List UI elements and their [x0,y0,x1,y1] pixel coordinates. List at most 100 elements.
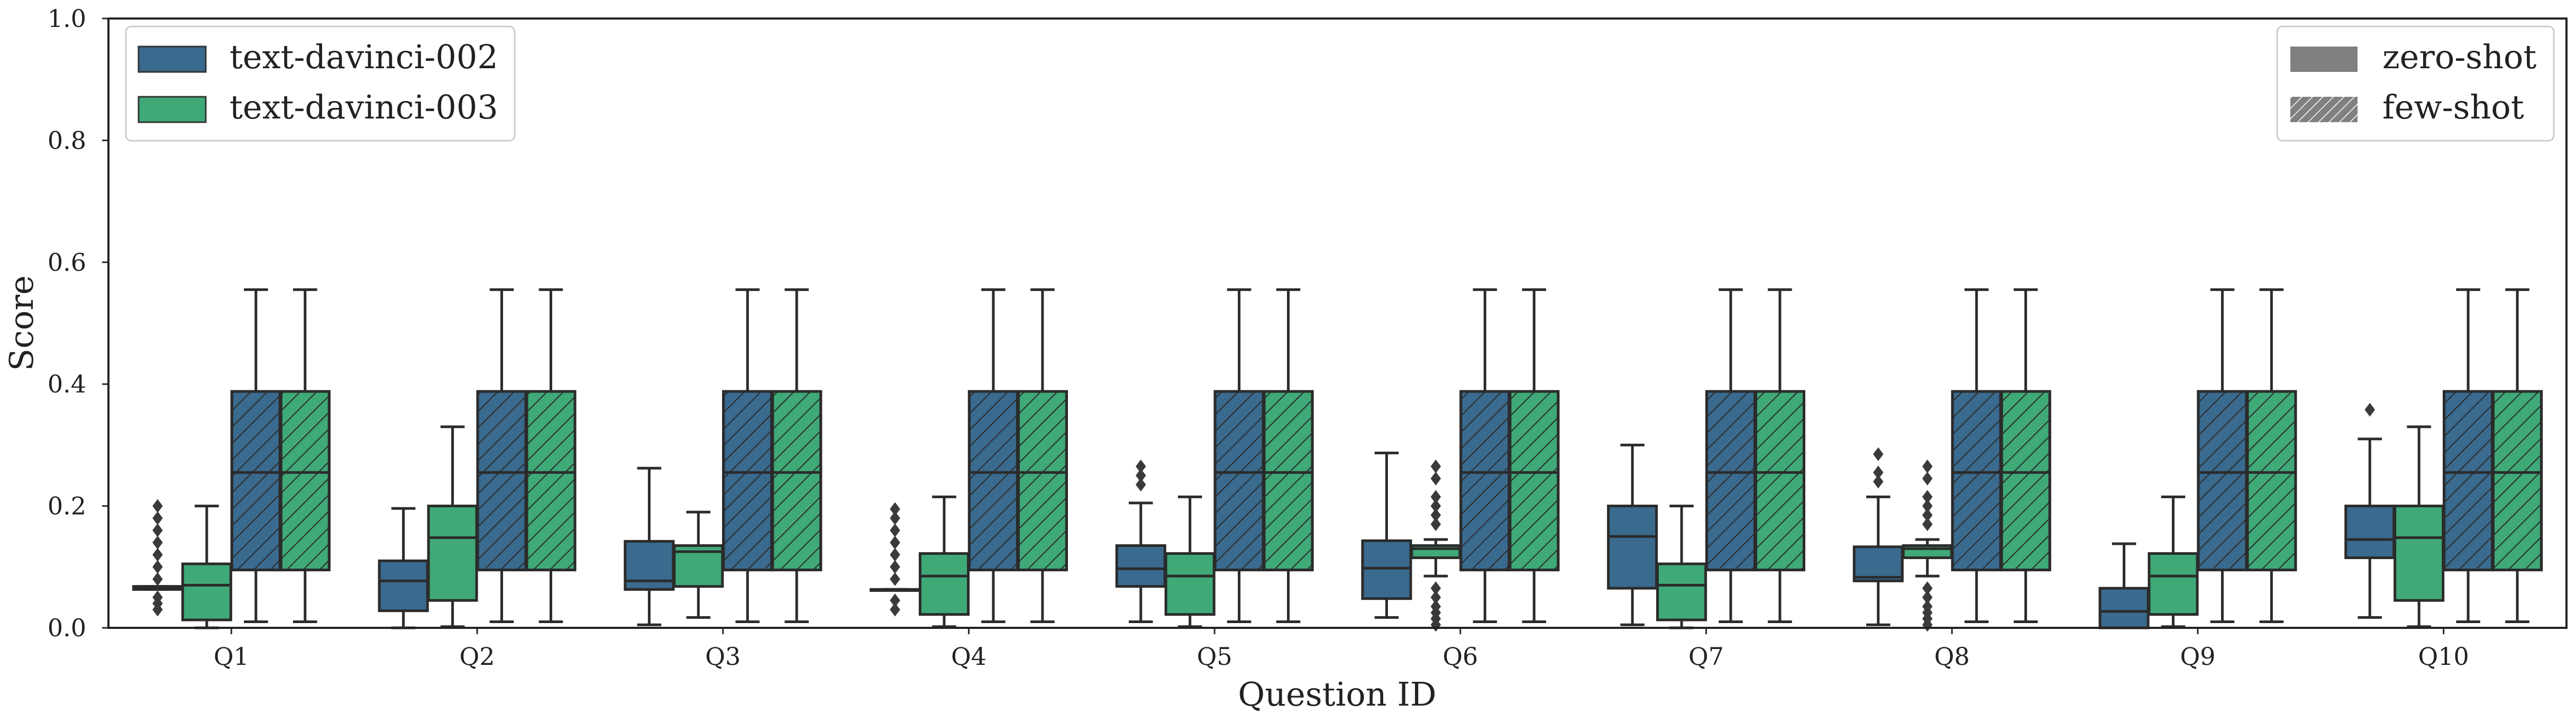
box-hatch-text-davinci-002-few-shot [476,390,527,572]
model-legend: text-davinci-002 text-davinci-003 [125,25,516,142]
outlier-text-davinci-002-zero-shot [1135,478,1146,492]
x-tick-label: Q8 [1934,642,1970,671]
outlier-text-davinci-002-zero-shot [890,523,900,537]
box-hatch-text-davinci-002-few-shot [722,390,773,572]
box-text-davinci-002-zero-shot [378,559,429,613]
outlier-text-davinci-003-zero-shot [1922,508,1933,522]
plot-frame [107,17,2568,629]
box-hatch-text-davinci-003-few-shot [1263,390,1314,572]
box-hatch-text-davinci-003-few-shot [279,390,331,572]
outlier-text-davinci-002-zero-shot [890,535,900,550]
box-group-q9 [2098,288,2297,629]
outlier-text-davinci-002-zero-shot [2364,403,2375,417]
outlier-text-davinci-002-zero-shot [152,511,163,525]
setting-legend: zero-shot few-shot [2276,25,2555,142]
box-text-davinci-002-zero-shot [1115,544,1166,588]
box-text-davinci-003-zero-shot [918,552,970,616]
outlier-text-davinci-003-zero-shot [1430,490,1441,504]
box-text-davinci-003-zero-shot [427,505,478,602]
box-text-davinci-002-zero-shot [1852,545,1904,582]
x-tick-label: Q6 [1442,642,1478,671]
y-tick-label: 0.8 [48,126,86,154]
box-hatch-text-davinci-002-few-shot [230,390,281,572]
box-hatch-text-davinci-002-few-shot [2197,390,2248,572]
outlier-text-davinci-003-zero-shot [1430,499,1441,513]
box-group-q1 [132,288,331,629]
box-text-davinci-003-zero-shot [1164,552,1216,616]
outlier-text-davinci-003-zero-shot [1922,471,1933,486]
box-hatch-text-davinci-003-few-shot [1017,390,1068,572]
legend-label-text-davinci-003: text-davinci-003 [230,88,498,126]
outlier-text-davinci-002-zero-shot [890,502,900,516]
box-hatch-text-davinci-002-few-shot [1951,390,2002,572]
box-group-q4 [869,288,1068,628]
box-hatch-text-davinci-002-few-shot [1705,390,1757,572]
box-hatch-text-davinci-003-few-shot [1509,390,1560,572]
y-axis: 0.0 0.2 0.4 0.6 0.8 1.0 [48,4,108,642]
legend-swatch-zero-shot [2290,47,2358,72]
y-axis-label: Score [2,276,41,371]
legend-swatch-few-shot-hatch [2290,97,2358,122]
box-group-q8 [1852,288,2051,632]
outlier-text-davinci-003-zero-shot [1430,599,1441,614]
outlier-text-davinci-003-zero-shot [1430,508,1441,522]
outlier-text-davinci-003-zero-shot [1922,499,1933,513]
box-hatch-text-davinci-003-few-shot [2492,390,2543,572]
box-text-davinci-003-zero-shot [2394,505,2445,602]
y-tick-label: 0.0 [48,614,86,642]
box-hatch-text-davinci-002-few-shot [2443,390,2494,572]
outlier-text-davinci-002-zero-shot [1873,447,1884,461]
x-axis-label: Question ID [1238,675,1436,714]
x-tick-label: Q1 [214,642,249,671]
outlier-text-davinci-002-zero-shot [152,560,163,574]
outlier-text-davinci-002-zero-shot [1135,459,1146,473]
outlier-text-davinci-002-zero-shot [890,602,900,617]
outlier-text-davinci-002-zero-shot [152,547,163,562]
box-hatch-text-davinci-003-few-shot [771,390,823,572]
box-group-q7 [1607,288,1806,629]
outlier-text-davinci-002-zero-shot [152,572,163,586]
x-tick-label: Q7 [1688,642,1724,671]
x-tick-label: Q4 [951,642,986,671]
outlier-text-davinci-002-zero-shot [1135,469,1146,482]
box-hatch-text-davinci-002-few-shot [1213,390,1265,572]
box-text-davinci-002-zero-shot [1361,539,1412,600]
outlier-text-davinci-002-zero-shot [890,593,900,608]
box-text-davinci-002-zero-shot [1607,505,1658,590]
outlier-text-davinci-003-zero-shot [1922,459,1933,473]
outlier-text-davinci-003-zero-shot [1430,581,1441,596]
box-group-q5 [1115,288,1314,628]
outlier-text-davinci-003-zero-shot [1922,599,1933,614]
legend-swatch-text-davinci-002 [138,45,207,73]
outlier-text-davinci-003-zero-shot [1922,517,1933,532]
y-tick-label: 0.2 [48,492,86,520]
outlier-text-davinci-003-zero-shot [1430,590,1441,605]
x-axis: Q1 Q2 Q3 Q4 Q5 Q6 Q7 Q8 Q9 Q10 [214,628,2469,671]
x-tick-label: Q5 [1197,642,1232,671]
y-tick-label: 1.0 [48,4,86,33]
y-tick-label: 0.4 [48,370,86,398]
outlier-text-davinci-002-zero-shot [890,572,900,586]
box-group-q6 [1361,288,1560,632]
outlier-text-davinci-003-zero-shot [1430,517,1441,532]
x-tick-label: Q9 [2180,642,2215,671]
outlier-text-davinci-002-zero-shot [152,535,163,550]
box-hatch-text-davinci-003-few-shot [525,390,577,572]
legend-swatch-text-davinci-003 [138,96,207,123]
outlier-text-davinci-003-zero-shot [1922,490,1933,504]
outlier-text-davinci-003-zero-shot [1430,459,1441,473]
box-text-davinci-003-zero-shot [2148,552,2199,616]
y-tick-label: 0.6 [48,248,86,277]
box-hatch-text-davinci-003-few-shot [1754,390,1806,572]
outlier-text-davinci-002-zero-shot [1873,465,1884,480]
outlier-text-davinci-003-zero-shot [1922,581,1933,596]
outlier-text-davinci-002-zero-shot [890,511,900,525]
x-tick-label: Q3 [705,642,741,671]
box-group-q3 [624,288,823,626]
x-tick-label: Q10 [2418,642,2469,671]
outlier-text-davinci-003-zero-shot [1430,471,1441,486]
box-text-davinci-003-zero-shot [1656,562,1707,622]
box-text-davinci-002-zero-shot [2344,505,2396,560]
outlier-text-davinci-002-zero-shot [152,523,163,537]
outlier-text-davinci-002-zero-shot [890,547,900,562]
